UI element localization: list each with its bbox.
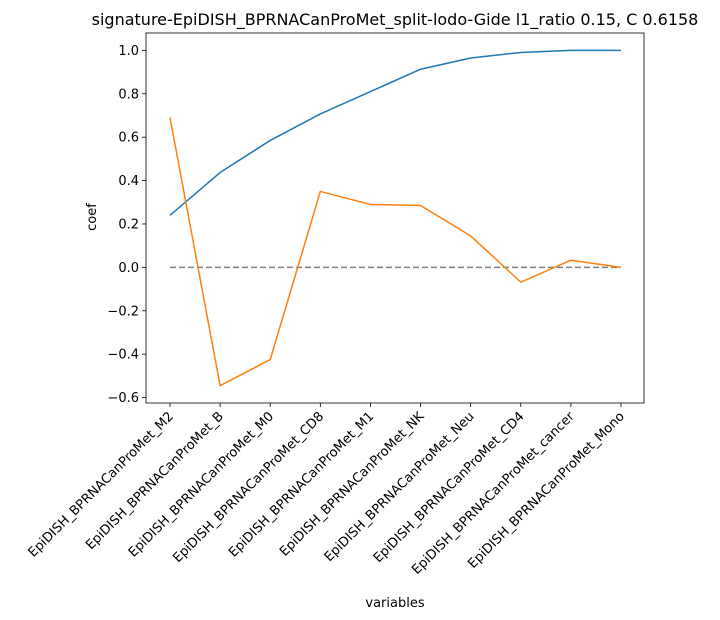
y-tick-label: 0.2 <box>118 217 139 232</box>
y-tick-label: −0.6 <box>107 391 139 406</box>
y-axis-label: coef <box>85 203 100 231</box>
series-line-1 <box>169 49 621 216</box>
y-tick-label: 1.0 <box>118 44 139 59</box>
y-tick-label: 0.4 <box>118 174 139 189</box>
y-tick-label: −0.4 <box>107 348 139 363</box>
series-line-2 <box>169 117 622 387</box>
axes-frame <box>145 32 645 404</box>
x-axis-label: variables <box>365 596 424 611</box>
chart-title: signature-EpiDISH_BPRNACanProMet_split-l… <box>92 10 699 30</box>
y-tick-label: 0.6 <box>118 131 139 146</box>
y-tick-label: −0.2 <box>107 304 139 319</box>
plot-area: −0.6−0.4−0.20.00.20.40.60.81.0EpiDISH_BP… <box>26 32 645 578</box>
y-tick-label: 0.0 <box>118 261 139 276</box>
y-tick-label: 0.8 <box>118 87 139 102</box>
